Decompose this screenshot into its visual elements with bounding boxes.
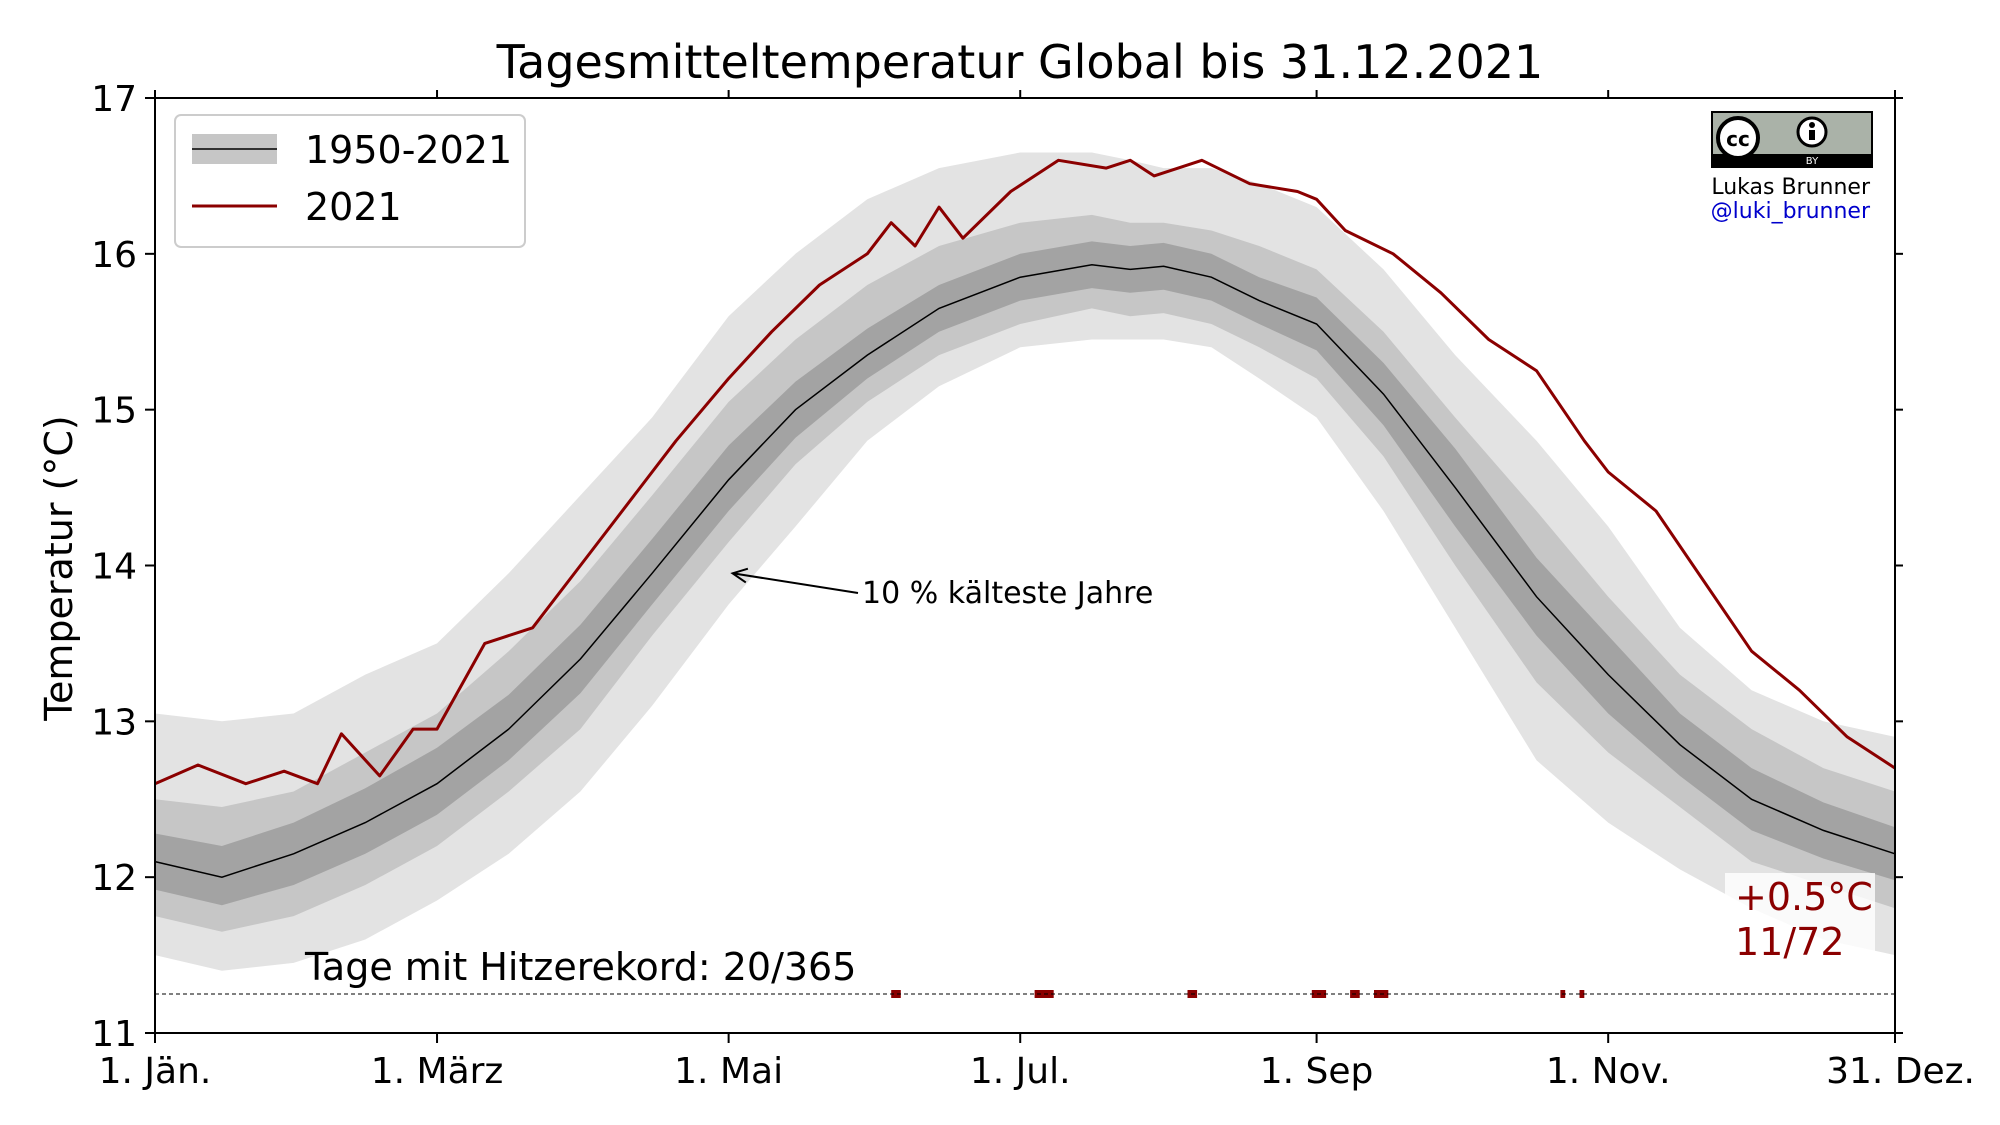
anomaly-rank: 11/72 — [1735, 920, 1845, 964]
median-line-group — [154, 263, 1896, 878]
line-2021-group — [154, 158, 1896, 786]
percentile-bands — [155, 152, 1895, 971]
record-segment-8 — [1579, 990, 1585, 998]
y-tick-label-14: 14 — [91, 547, 137, 588]
y-tick-label-17: 17 — [91, 79, 137, 120]
legend: 1950-2021 2021 — [174, 114, 526, 248]
chart-title: Tagesmitteltemperatur Global bis 31.12.2… — [496, 35, 1544, 89]
x-tick-label-0: 1. Jän. — [99, 1051, 212, 1092]
credit-author: Lukas Brunner — [1711, 175, 1871, 200]
axis-ticks: 11 12 13 14 15 16 17 1. Jän. 1. März 1. Mai 1. Jul… — [91, 79, 1975, 1092]
cc-by-badge-strip — [1712, 154, 1872, 167]
annotation-arrow — [732, 572, 859, 594]
record-days-text: Tage mit Hitzerekord: 20/365 — [304, 945, 856, 989]
credit-handle: @luki_brunner — [1711, 199, 1871, 224]
y-tick-label-13: 13 — [91, 702, 137, 743]
median-line — [154, 263, 1896, 878]
y-axis-label: Temperatur (°C) — [37, 415, 81, 721]
cc-icon — [1716, 116, 1760, 160]
y-tick-label-16: 16 — [91, 235, 137, 276]
by-icon-head — [1809, 122, 1815, 128]
annotation-coldest-text: 10 % kälteste Jahre — [862, 576, 1153, 611]
y-tick-label-15: 15 — [91, 391, 137, 432]
percentile-band-1 — [155, 152, 1895, 971]
anomaly-value: +0.5°C — [1735, 875, 1873, 919]
credit-license: BY — [1806, 156, 1819, 167]
series-line-2021 — [154, 158, 1896, 786]
anomaly-box — [1725, 873, 1875, 973]
x-tick-label-1: 1. März — [371, 1051, 504, 1092]
credit-block: cc BY Lukas Brunner @luki_brunner — [1711, 111, 1873, 224]
legend-label-2021: 2021 — [305, 185, 402, 229]
x-tick-label-4: 1. Sep — [1260, 1051, 1374, 1092]
cc-icon-letters: cc — [1726, 127, 1750, 151]
x-tick-label-5: 1. Nov. — [1546, 1051, 1671, 1092]
x-tick-label-6: 31. Dez. — [1826, 1051, 1975, 1092]
annotation-coldest: 10 % kälteste Jahre — [730, 567, 1153, 611]
annotation-arrowhead — [730, 567, 749, 584]
y-tick-label-12: 12 — [91, 858, 137, 899]
by-icon-body — [1809, 130, 1815, 140]
x-tick-label-3: 1. Jul. — [970, 1051, 1071, 1092]
record-segment-1 — [891, 990, 901, 998]
x-tick-label-2: 1. Mai — [674, 1051, 783, 1092]
y-tick-label-11: 11 — [91, 1014, 137, 1055]
legend-label-1950-2021: 1950-2021 — [305, 128, 512, 172]
